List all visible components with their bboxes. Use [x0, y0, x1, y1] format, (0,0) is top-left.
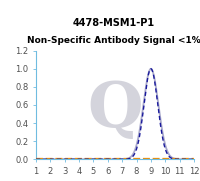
Text: Non-Specific Antibody Signal <1%: Non-Specific Antibody Signal <1%: [27, 36, 200, 45]
Text: 4478-MSM1-P1: 4478-MSM1-P1: [73, 18, 155, 28]
Text: Q: Q: [87, 80, 143, 141]
